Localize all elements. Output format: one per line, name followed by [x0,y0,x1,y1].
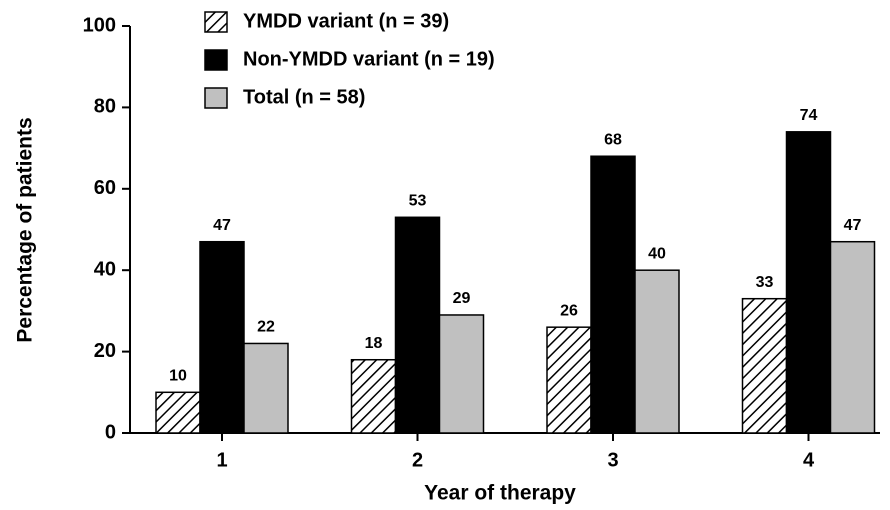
bar [350,358,397,434]
legend-label: YMDD variant (n = 39) [243,10,449,32]
x-tick-label: 3 [607,449,618,471]
x-tick-label: 4 [803,449,815,471]
value-label: 68 [604,131,622,148]
x-tick-label: 1 [216,449,227,471]
value-label: 22 [257,319,275,336]
y-tick-label: 80 [94,96,116,118]
legend-swatch [204,87,228,109]
value-label: 47 [844,217,862,234]
y-tick-label: 20 [94,340,116,362]
value-label: 33 [756,274,774,291]
x-axis-title: Year of therapy [424,482,576,505]
y-axis-title: Percentage of patients [14,117,37,342]
y-tick-label: 60 [94,177,116,199]
bar [741,297,788,434]
bar [546,326,592,434]
legend-label: Non-YMDD variant (n = 19) [243,48,495,70]
value-label: 26 [560,302,578,319]
bar [590,155,636,434]
bar [394,216,441,434]
legend-swatch [204,11,228,33]
y-tick-label: 100 [83,14,116,36]
bar [199,240,245,434]
value-label: 10 [169,368,187,385]
bar [634,269,680,434]
legend-label: Total (n = 58) [243,86,365,108]
value-label: 18 [365,335,383,352]
value-label: 29 [453,290,471,307]
value-label: 40 [648,245,666,262]
value-label: 47 [213,217,231,234]
y-tick-label: 40 [94,258,116,280]
value-label: 74 [800,107,818,124]
bar [243,342,289,434]
legend-swatch [204,49,228,71]
bar [829,240,876,434]
bar [155,391,201,434]
value-label: 53 [409,193,427,210]
bar [438,314,485,434]
y-tick-label: 0 [105,421,116,443]
bar [785,131,832,434]
x-tick-label: 2 [412,449,423,471]
